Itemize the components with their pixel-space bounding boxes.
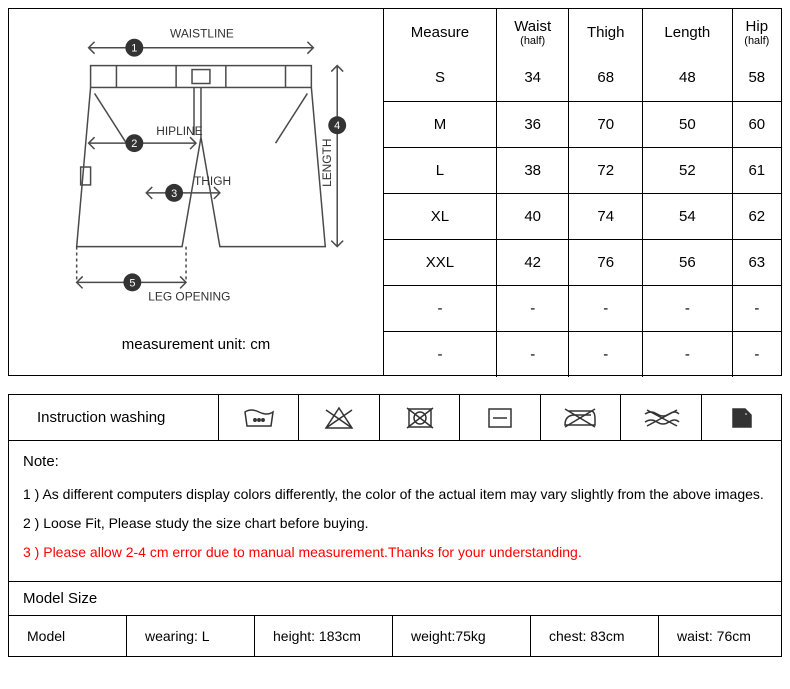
model-cell: waist: 76cm (659, 616, 777, 656)
model-cell: Model (9, 616, 127, 656)
no-bleach-icon (299, 395, 379, 440)
measurement-unit: measurement unit: cm (17, 336, 375, 353)
size-cell: 48 (643, 55, 733, 101)
size-cell: - (732, 331, 781, 377)
note-3: 3 ) Please allow 2-4 cm error due to man… (23, 542, 767, 563)
marker-4: 4 (334, 120, 340, 132)
label-length: LENGTH (320, 139, 334, 187)
model-size-title: Model Size (9, 582, 781, 616)
size-cell: 52 (643, 147, 733, 193)
size-cell: - (496, 285, 569, 331)
washing-label: Instruction washing (9, 395, 219, 440)
size-cell: M (384, 101, 496, 147)
size-row: ----- (384, 285, 781, 331)
note-2: 2 ) Loose Fit, Please study the size cha… (23, 513, 767, 534)
size-cell: 61 (732, 147, 781, 193)
size-cell: 60 (732, 101, 781, 147)
size-cell: 56 (643, 239, 733, 285)
notes-title: Note: (23, 451, 767, 474)
size-cell: 38 (496, 147, 569, 193)
size-cell: 62 (732, 193, 781, 239)
size-header-cell: Waist(half) (496, 9, 569, 55)
dry-flat-icon (460, 395, 540, 440)
size-row: XXL42765663 (384, 239, 781, 285)
size-cell: 76 (569, 239, 643, 285)
diagram-panel: 1 2 3 4 5 WAISTLINE HIPLINE THIGH LENGTH… (9, 9, 384, 375)
model-cell: wearing: L (127, 616, 255, 656)
size-cell: - (384, 331, 496, 377)
size-cell: 34 (496, 55, 569, 101)
no-tumble-icon (380, 395, 460, 440)
size-header-cell: Measure (384, 9, 496, 55)
size-header-cell: Hip(half) (732, 9, 781, 55)
model-cell: weight:75kg (393, 616, 531, 656)
shorts-diagram: 1 2 3 4 5 WAISTLINE HIPLINE THIGH LENGTH… (17, 17, 375, 327)
size-cell: 42 (496, 239, 569, 285)
washing-row: Instruction washing (9, 395, 781, 441)
size-cell: - (643, 285, 733, 331)
size-cell: 50 (643, 101, 733, 147)
size-cell: S (384, 55, 496, 101)
marker-3: 3 (171, 188, 177, 200)
no-wring-icon (621, 395, 701, 440)
size-row: L38725261 (384, 147, 781, 193)
size-cell: 68 (569, 55, 643, 101)
label-legopening: LEG OPENING (148, 289, 230, 303)
model-row: Modelwearing: Lheight: 183cmweight:75kgc… (9, 616, 781, 656)
tag-icon (702, 395, 781, 440)
size-cell: 54 (643, 193, 733, 239)
size-table: MeasureWaist(half)ThighLengthHip(half) S… (384, 9, 781, 377)
size-row: XL40745462 (384, 193, 781, 239)
size-row: ----- (384, 331, 781, 377)
size-cell: 70 (569, 101, 643, 147)
size-cell: XXL (384, 239, 496, 285)
size-cell: - (569, 331, 643, 377)
size-cell: 58 (732, 55, 781, 101)
model-cell: chest: 83cm (531, 616, 659, 656)
size-cell: 74 (569, 193, 643, 239)
size-cell: - (384, 285, 496, 331)
size-cell: 36 (496, 101, 569, 147)
size-cell: 63 (732, 239, 781, 285)
size-cell: - (496, 331, 569, 377)
size-header-cell: Length (643, 9, 733, 55)
size-header-cell: Thigh (569, 9, 643, 55)
size-cell: - (732, 285, 781, 331)
label-waistline: WAISTLINE (170, 27, 234, 41)
marker-1: 1 (131, 43, 137, 55)
size-cell: - (569, 285, 643, 331)
label-hipline: HIPLINE (156, 124, 202, 138)
size-row: S34684858 (384, 55, 781, 101)
note-1: 1 ) As different computers display color… (23, 484, 767, 505)
size-cell: XL (384, 193, 496, 239)
notes-block: Note: 1 ) As different computers display… (9, 441, 781, 582)
size-cell: 72 (569, 147, 643, 193)
size-cell: - (643, 331, 733, 377)
marker-5: 5 (129, 277, 135, 289)
model-cell: height: 183cm (255, 616, 393, 656)
wash-dots-icon (219, 395, 299, 440)
label-thigh: THIGH (194, 174, 231, 188)
size-cell: 40 (496, 193, 569, 239)
no-iron-icon (541, 395, 621, 440)
size-cell: L (384, 147, 496, 193)
size-row: M36705060 (384, 101, 781, 147)
marker-2: 2 (131, 138, 137, 150)
